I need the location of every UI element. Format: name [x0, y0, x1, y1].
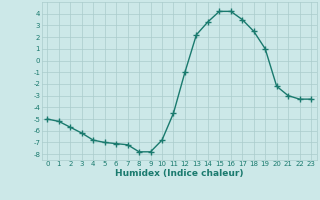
X-axis label: Humidex (Indice chaleur): Humidex (Indice chaleur): [115, 169, 244, 178]
